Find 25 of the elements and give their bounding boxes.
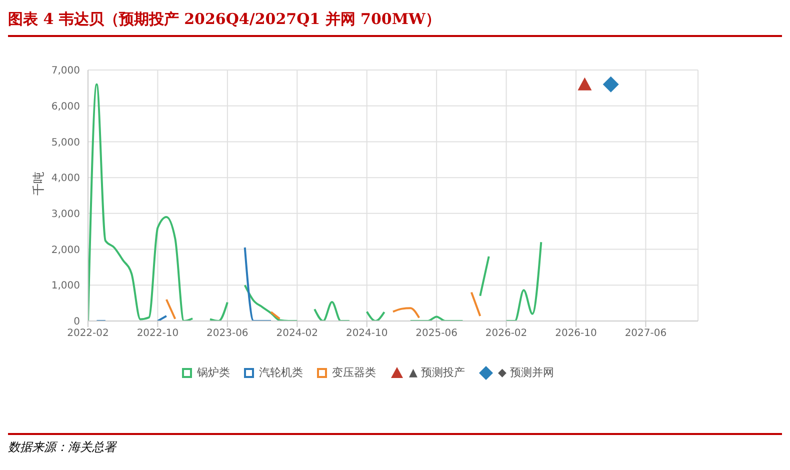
y-tick-label: 3,000 <box>51 208 80 220</box>
x-tick-label: 2022-02 <box>67 328 109 340</box>
x-tick-label: 2022-10 <box>136 328 179 340</box>
y-tick-label: 1,000 <box>51 280 80 292</box>
y-tick-label: 7,000 <box>51 66 80 77</box>
legend-label: 汽轮机类 <box>258 365 304 380</box>
x-tick-label: 2024-02 <box>276 328 318 340</box>
x-tick-label: 2024-10 <box>346 328 388 340</box>
legend-label: 变压器类 <box>331 365 376 380</box>
y-tick-label: 4,000 <box>51 173 80 184</box>
legend-label: ▲ 预测投产 <box>408 365 465 380</box>
source-note: 数据来源：海关总署 <box>8 439 118 456</box>
x-tick-label: 2023-06 <box>206 328 248 340</box>
x-tick-label: 2026-02 <box>485 328 528 340</box>
y-tick-label: 6,000 <box>51 101 80 112</box>
x-tick-label: 2026-10 <box>555 328 597 340</box>
y-axis-title: 千吨 <box>31 172 46 196</box>
y-tick-label: 0 <box>74 316 80 328</box>
legend-label: ◆ 预测并网 <box>497 365 554 380</box>
x-tick-label: 2025-06 <box>416 328 458 340</box>
y-tick-label: 5,000 <box>51 137 80 148</box>
x-tick-label: 2027-06 <box>624 328 667 340</box>
y-tick-label: 2,000 <box>51 244 80 256</box>
legend-label: 锅炉类 <box>196 365 230 380</box>
chart-title: 图表 4 韦达贝（预期投产 2026Q4/2027Q1 并网 700MW） <box>8 8 782 37</box>
